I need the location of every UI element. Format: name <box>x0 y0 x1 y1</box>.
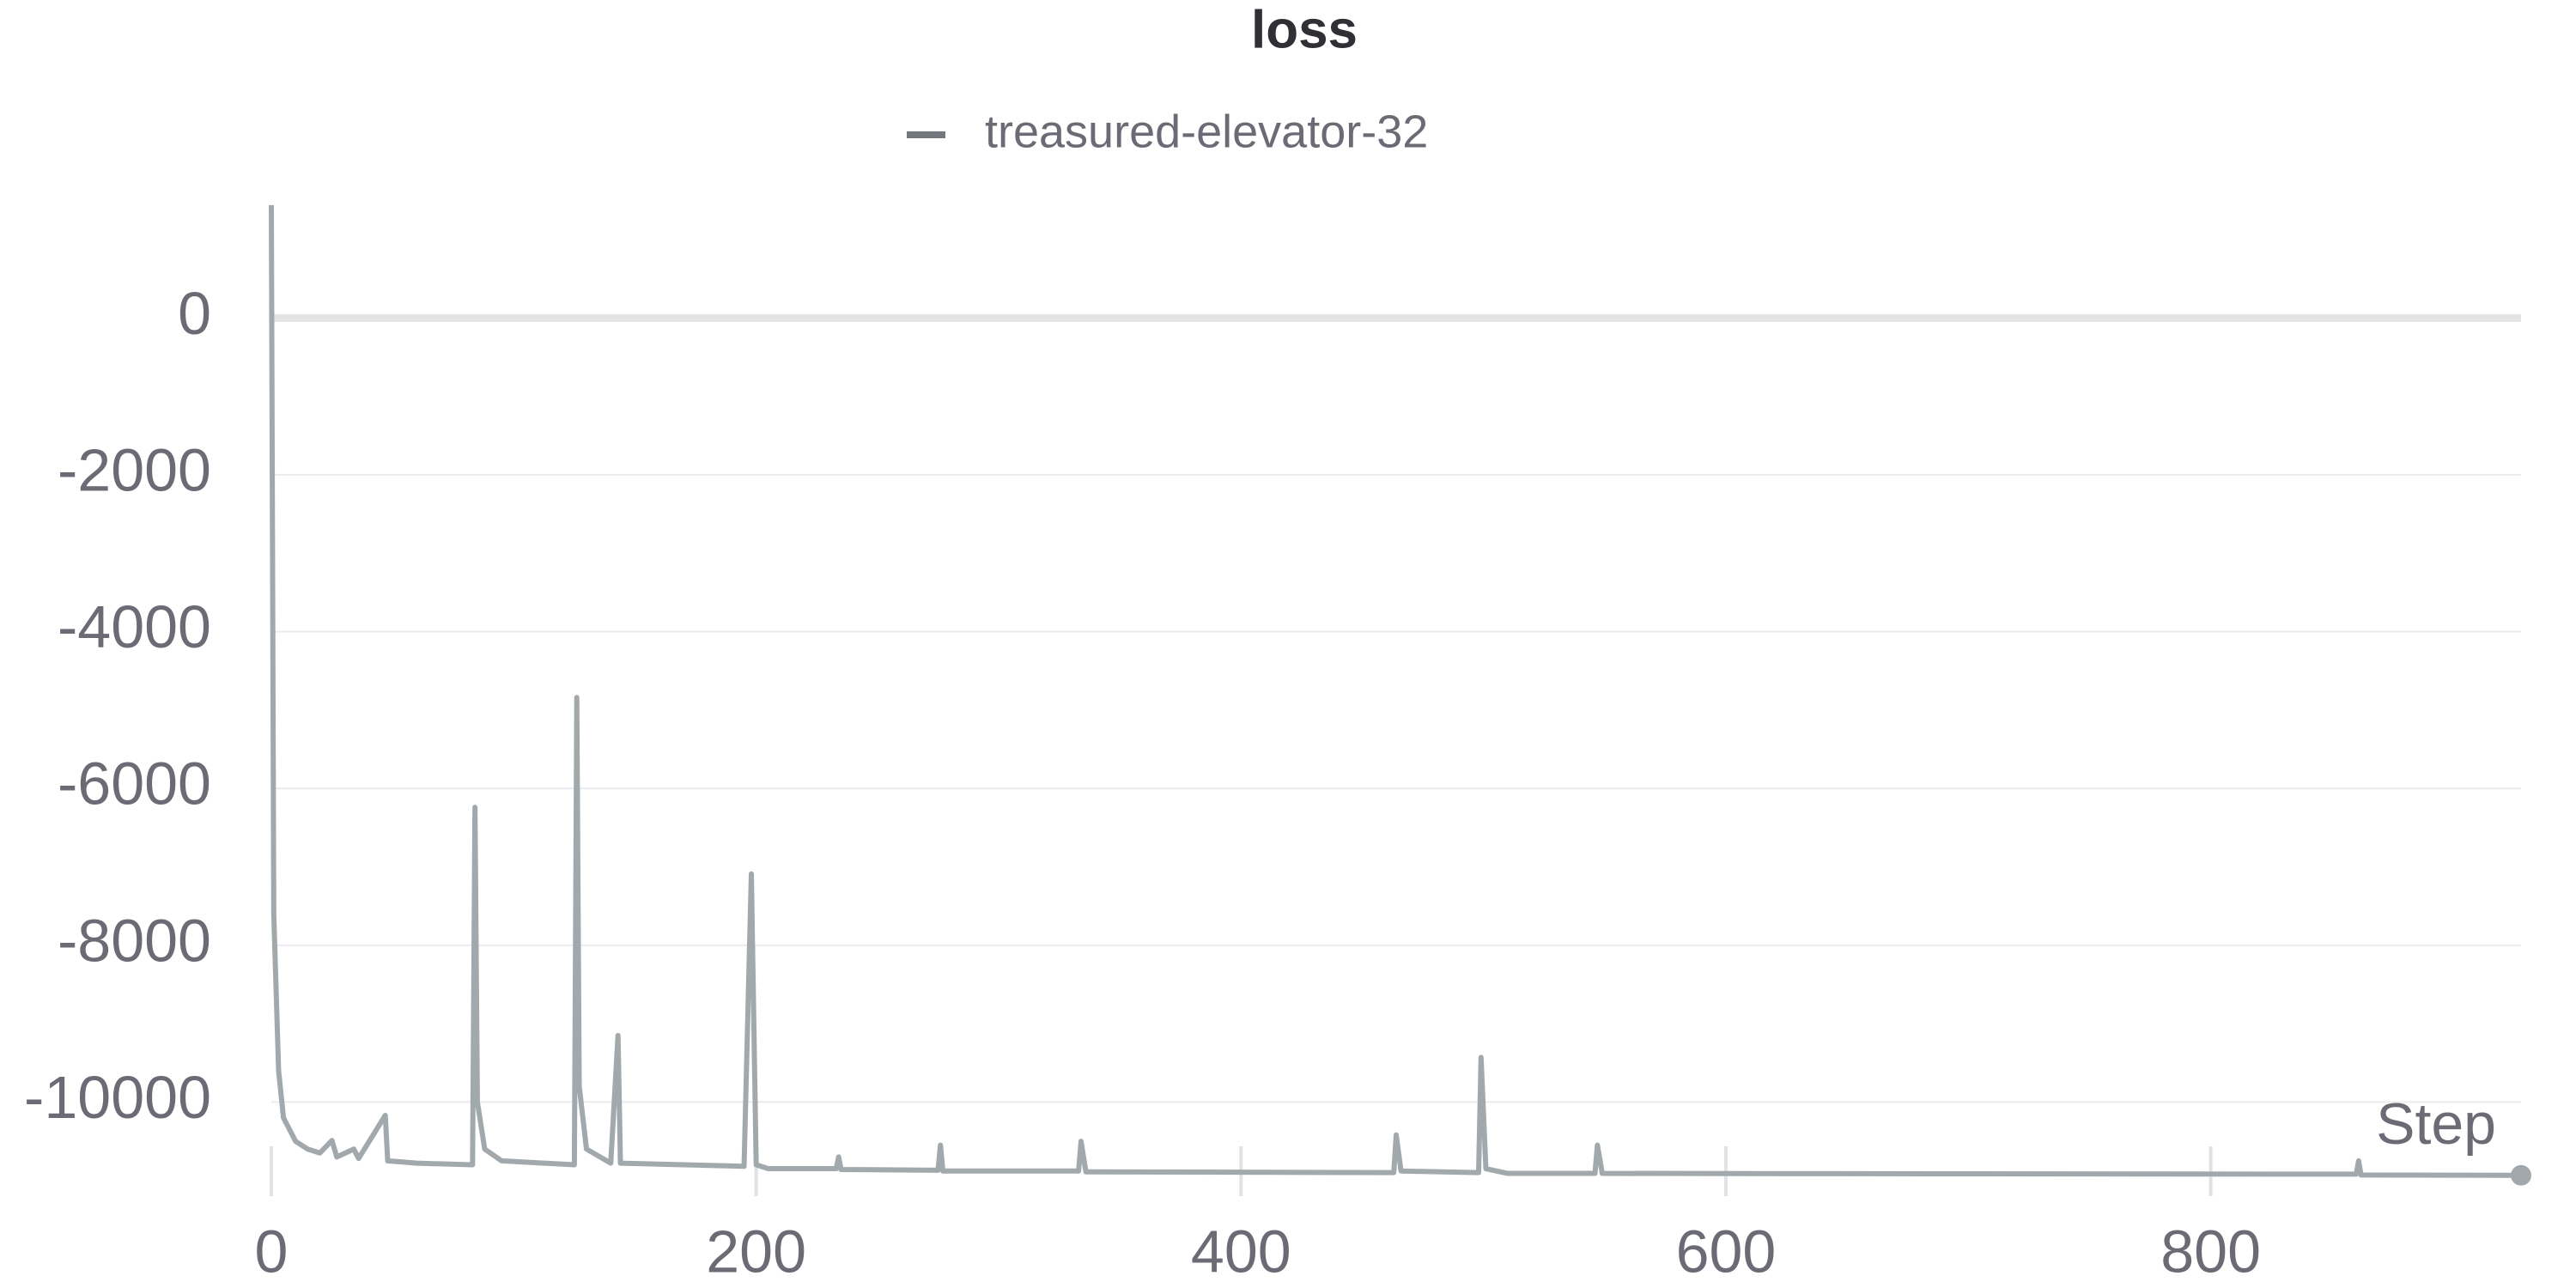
chart-title: loss <box>1251 0 1358 59</box>
end-point <box>2511 1164 2531 1186</box>
series-line <box>269 204 2522 1178</box>
x-tick-label: 600 <box>1676 1218 1777 1285</box>
y-tick-label: -8000 <box>58 907 211 974</box>
x-tick-label: 200 <box>706 1218 806 1285</box>
y-tick-label: -2000 <box>58 436 211 503</box>
x-tick-label: 400 <box>1191 1218 1291 1285</box>
x-tick-label: 800 <box>2160 1218 2261 1285</box>
legend-label: treasured-elevator-32 <box>985 106 1428 157</box>
x-axis-label: Step <box>2376 1091 2496 1157</box>
y-tick-label: -4000 <box>58 593 211 660</box>
y-tick-label: 0 <box>178 280 211 347</box>
x-tick-label: 0 <box>255 1218 289 1285</box>
y-tick-label: -6000 <box>58 750 211 817</box>
y-tick-label: -10000 <box>24 1064 211 1131</box>
